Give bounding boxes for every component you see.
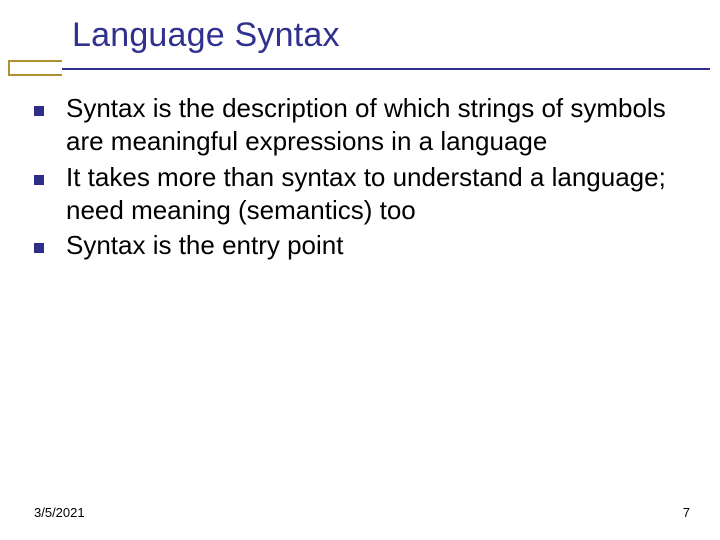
- slide-title: Language Syntax: [72, 16, 340, 55]
- bullet-square-icon: [34, 106, 44, 116]
- bullet-text: It takes more than syntax to understand …: [66, 161, 684, 228]
- list-item: It takes more than syntax to understand …: [34, 161, 684, 228]
- bullet-list: Syntax is the description of which strin…: [34, 92, 684, 264]
- bullet-square-icon: [34, 243, 44, 253]
- slide: Language Syntax Syntax is the descriptio…: [0, 0, 720, 540]
- bullet-text: Syntax is the description of which strin…: [66, 92, 684, 159]
- title-corner-decoration: [8, 60, 62, 76]
- bullet-square-icon: [34, 175, 44, 185]
- list-item: Syntax is the description of which strin…: [34, 92, 684, 159]
- title-underline: [62, 68, 710, 70]
- footer-page-number: 7: [683, 505, 690, 520]
- list-item: Syntax is the entry point: [34, 229, 684, 262]
- bullet-text: Syntax is the entry point: [66, 229, 343, 262]
- footer-date: 3/5/2021: [34, 505, 85, 520]
